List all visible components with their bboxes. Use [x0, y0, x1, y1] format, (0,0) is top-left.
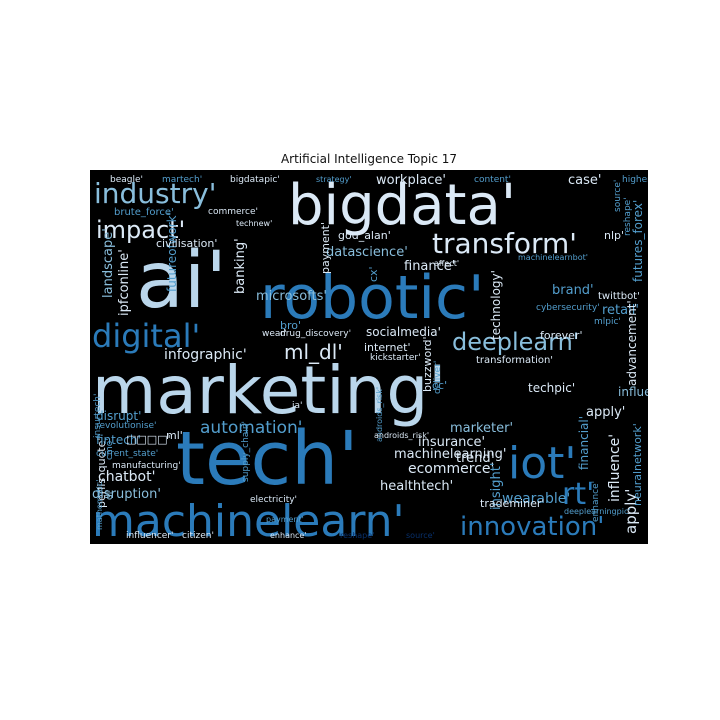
cloud-word: disrupt': [96, 409, 142, 423]
cloud-word: civilisation': [156, 237, 218, 250]
cloud-word: automation': [200, 418, 303, 438]
cloud-word: rt': [562, 477, 595, 512]
word-cloud: marketing' tech' ai' robotic' bigdata' m…: [90, 170, 648, 544]
cloud-word: influence': [618, 385, 648, 399]
cloud-word: retail': [602, 303, 639, 318]
cloud-word: reshape': [340, 531, 375, 540]
cloud-word: transformation': [476, 355, 554, 366]
cloud-word: drug_discovery': [280, 329, 352, 339]
cloud-word: brand': [552, 283, 594, 298]
cloud-word: infographic': [164, 347, 247, 363]
cloud-word: datascience': [326, 245, 408, 260]
cloud-word: bigdata': [288, 173, 517, 238]
cloud-word: revolutionise': [96, 421, 157, 431]
cloud-word: industry': [94, 177, 217, 210]
cloud-word: electricity': [250, 495, 298, 505]
cloud-word: advancement': [625, 300, 639, 386]
cloud-word: higher': [622, 175, 648, 185]
cloud-word: trend': [456, 451, 495, 466]
cloud-word: machinelearnbot': [518, 253, 588, 262]
cloud-word: apply': [586, 405, 626, 420]
cloud-word: ia': [292, 401, 303, 411]
cloud-word: twittbot': [598, 291, 640, 302]
cloud-word: content': [474, 175, 511, 185]
cloud-word: ai': [136, 236, 227, 326]
cloud-word: iot': [508, 438, 577, 489]
cloud-word: nlp': [604, 229, 625, 242]
cloud-word: citizen': [182, 531, 214, 541]
cloud-word: mathematic': [95, 479, 104, 530]
cloud-word: payment': [266, 515, 304, 524]
cloud-word: impact': [96, 216, 186, 244]
cloud-word: influence': [607, 433, 623, 502]
cloud-word: kickstarter': [370, 353, 421, 363]
cloud-word: cc': [432, 379, 448, 392]
cloud-word: manufacturing': [112, 461, 181, 471]
cloud-word: techpic': [528, 381, 576, 395]
cloud-word: robotic': [260, 263, 485, 333]
chart-title: Artificial Intelligence Topic 17: [280, 152, 458, 166]
cloud-word: commerce': [208, 207, 258, 217]
cloud-word: finance': [404, 259, 456, 274]
cloud-word: affect': [434, 259, 460, 268]
cloud-word: □□□□': [126, 433, 171, 446]
cloud-word: ecommerce': [408, 461, 495, 477]
cloud-word: socialmedia': [366, 325, 441, 339]
cloud-word: microsofts': [256, 289, 327, 304]
cloud-word: neuralnetwork': [631, 423, 644, 506]
cloud-word: transform': [432, 227, 577, 260]
cloud-word: infographic': [174, 348, 180, 349]
cloud-word: fintech': [96, 433, 141, 447]
cloud-word: marketer': [450, 421, 514, 436]
cloud-word: enhance': [270, 531, 307, 540]
cloud-word: technew': [236, 219, 273, 228]
cloud-word: banking': [233, 238, 248, 294]
cloud-word: wearable': [502, 491, 571, 507]
cloud-word: chatbot': [98, 469, 156, 485]
cloud-word: digital': [92, 317, 201, 355]
cloud-word: god_alan': [338, 229, 391, 242]
cloud-word: ipfconline': [117, 249, 132, 316]
cloud-word: innovation': [460, 512, 605, 542]
cloud-word: androids_risk': [374, 431, 430, 440]
cloud-word: payment': [319, 221, 332, 274]
cloud-word: dl': [105, 489, 115, 500]
cloud-word: martech': [162, 175, 203, 185]
cloud-word: machinelearning': [394, 447, 507, 462]
cloud-word: internet': [364, 341, 411, 354]
cloud-word: machinelearn': [92, 496, 405, 544]
cloud-word: deeplearningpic': [564, 507, 631, 516]
cloud-word: brute_force': [114, 207, 174, 218]
cloud-word: technology': [489, 270, 503, 340]
cloud-word: mlpic': [594, 317, 621, 327]
cloud-word: deeplearn': [452, 328, 580, 356]
cloud-word: insurance': [418, 435, 486, 450]
cloud-word: beagle': [110, 175, 143, 185]
cloud-word: futures_forex': [631, 199, 645, 282]
cloud-word: cybersecurity': [536, 303, 600, 313]
cloud-word: influencer': [126, 531, 174, 541]
cloud-word: ml_dl': [284, 340, 343, 364]
cloud-word: case': [568, 173, 602, 188]
cloud-word: landscape': [101, 228, 116, 298]
cloud-word: tech': [176, 416, 359, 502]
cloud-word: ml': [166, 429, 183, 442]
cloud-word: marketing': [92, 352, 447, 429]
cloud-word: bro': [280, 319, 302, 332]
cloud-word: strategy': [316, 175, 352, 184]
cloud-word: bigdatapic': [230, 175, 280, 185]
cloud-word: cx': [367, 266, 380, 282]
cloud-word: trademiner': [480, 497, 545, 510]
cloud-word: financial': [577, 415, 591, 470]
cloud-word: disruption': [92, 487, 161, 502]
cloud-word: current_state': [96, 449, 159, 459]
cloud-word: futureofwork': [165, 212, 179, 292]
cloud-word: wear': [262, 329, 287, 339]
cloud-word: healthtech': [380, 479, 454, 494]
cloud-word: forever': [540, 329, 583, 342]
cloud-word: source': [406, 531, 435, 540]
cloud-word: supply_chain': [241, 421, 251, 482]
cloud-word: reshape': [623, 197, 633, 236]
cloud-word: workplace': [376, 173, 447, 188]
